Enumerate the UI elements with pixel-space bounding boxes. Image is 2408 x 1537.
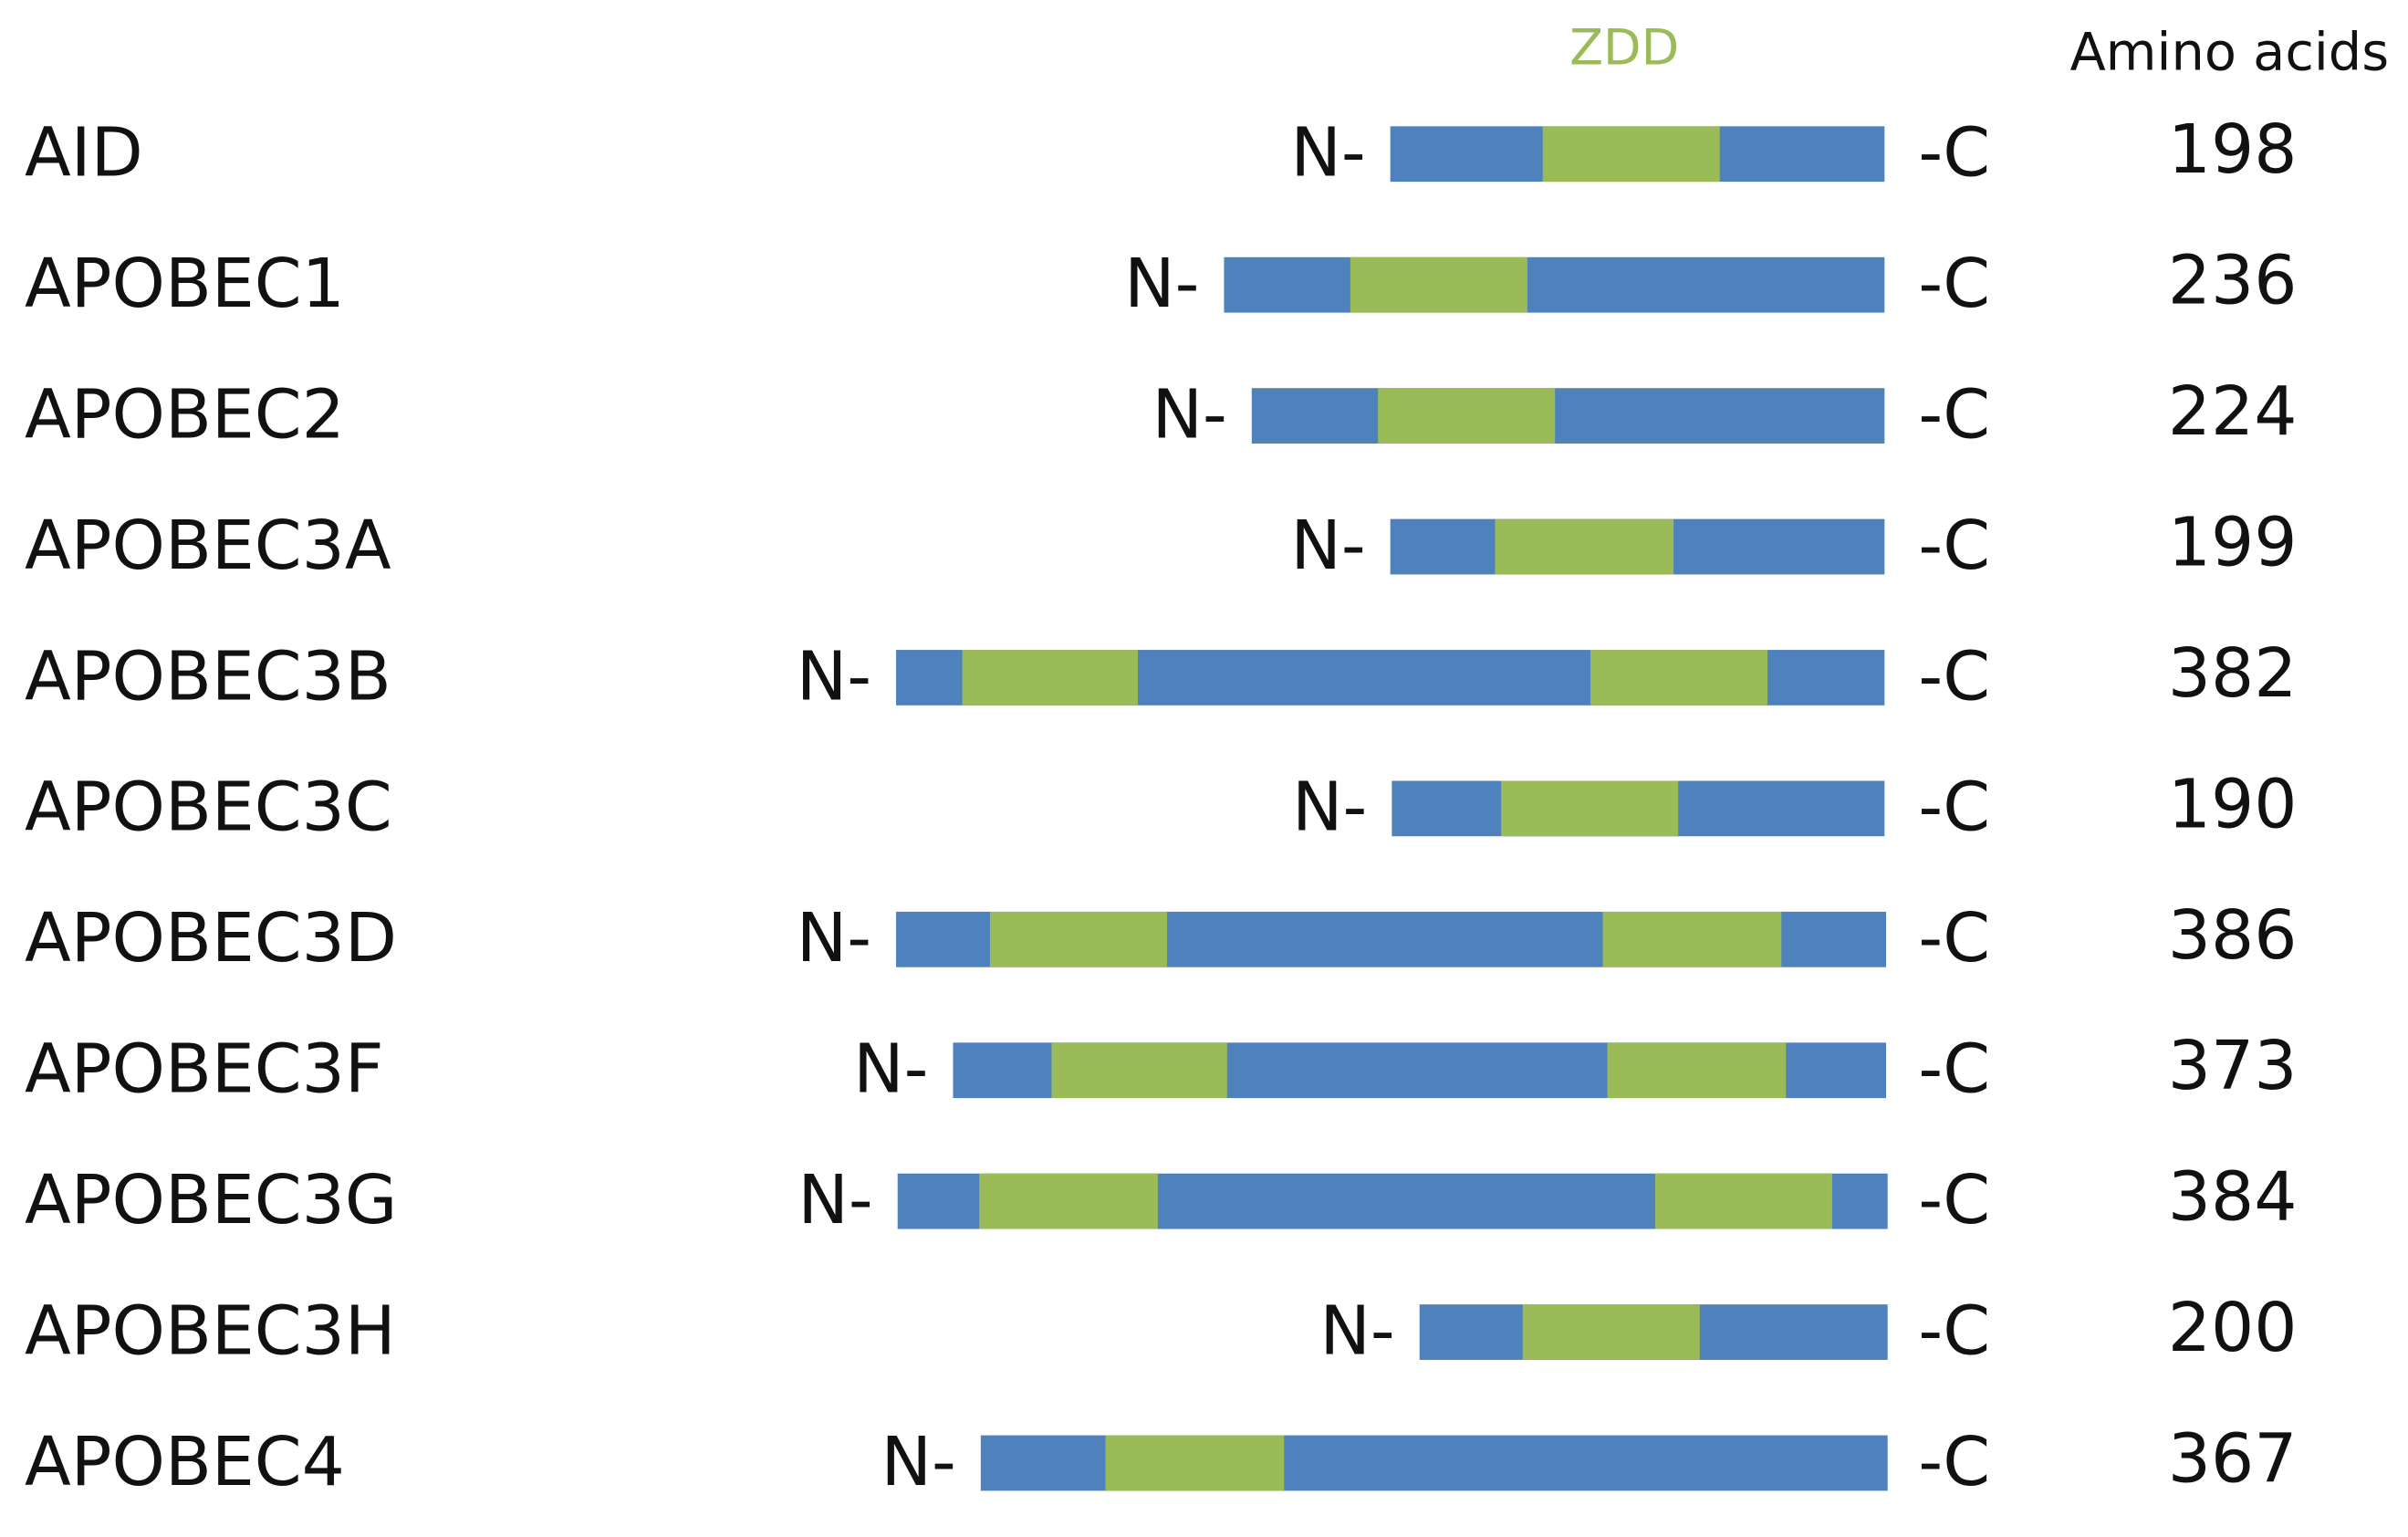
c-terminus: -C	[1918, 1160, 1990, 1239]
c-terminus: -C	[1918, 374, 1990, 454]
zdd-domain	[1654, 1173, 1832, 1229]
length-label: Amino acids	[2069, 21, 2389, 82]
n-terminus: N-	[797, 898, 871, 978]
zdd-domain	[1105, 1435, 1285, 1491]
zdd-domain	[989, 911, 1168, 967]
protein-name: APOBEC3B	[25, 636, 391, 716]
zdd-domain	[1378, 388, 1556, 444]
zdd-domain	[962, 650, 1138, 706]
amino-acid-count: 386	[2168, 895, 2298, 975]
n-terminus: N-	[1319, 1291, 1394, 1370]
n-terminus: N-	[853, 1030, 928, 1109]
c-terminus: -C	[1918, 1030, 1990, 1109]
protein-name: APOBEC3C	[25, 768, 392, 847]
c-terminus: -C	[1918, 244, 1990, 323]
c-terminus: -C	[1918, 1422, 1990, 1501]
amino-acid-count: 200	[2168, 1288, 2298, 1367]
protein-name: APOBEC1	[25, 244, 345, 323]
amino-acid-count: 190	[2168, 764, 2298, 843]
amino-acid-count: 373	[2168, 1026, 2298, 1105]
zdd-domain	[1501, 780, 1679, 837]
n-terminus: N-	[1290, 506, 1365, 585]
n-terminus: N-	[797, 636, 871, 716]
domain-label: ZDD	[1569, 18, 1679, 76]
amino-acid-count: 199	[2168, 503, 2298, 582]
amino-acid-count: 384	[2168, 1157, 2298, 1237]
amino-acid-count: 198	[2168, 110, 2298, 189]
c-terminus: -C	[1918, 506, 1990, 585]
n-terminus: N-	[881, 1422, 956, 1501]
n-terminus: N-	[1152, 374, 1226, 454]
protein-name: APOBEC2	[25, 374, 345, 454]
zdd-domain	[1542, 126, 1720, 183]
n-terminus: N-	[1292, 768, 1367, 847]
n-terminus: N-	[1124, 244, 1199, 323]
amino-acid-count: 367	[2168, 1418, 2298, 1498]
protein-name: APOBEC3F	[25, 1030, 384, 1109]
zdd-domain	[1495, 518, 1674, 575]
protein-name: AID	[25, 113, 143, 193]
amino-acid-count: 224	[2168, 371, 2298, 451]
protein-bar	[1251, 388, 1885, 444]
n-terminus: N-	[1290, 113, 1365, 193]
zdd-domain	[1607, 1042, 1787, 1099]
c-terminus: -C	[1918, 1291, 1990, 1370]
c-terminus: -C	[1918, 636, 1990, 716]
n-terminus: N-	[797, 1160, 872, 1239]
zdd-domain	[979, 1173, 1158, 1229]
protein-bar	[1224, 256, 1885, 313]
zdd-domain	[1522, 1304, 1700, 1360]
zdd-domain	[1350, 256, 1527, 313]
c-terminus: -C	[1918, 768, 1990, 847]
zdd-domain	[1590, 650, 1768, 706]
zdd-domain	[1051, 1042, 1227, 1099]
protein-name: APOBEC3G	[25, 1160, 397, 1239]
c-terminus: -C	[1918, 898, 1990, 978]
c-terminus: -C	[1918, 113, 1990, 193]
zdd-domain	[1602, 911, 1782, 967]
protein-name: APOBEC3D	[25, 898, 397, 978]
amino-acid-count: 382	[2168, 633, 2298, 713]
protein-name: APOBEC3H	[25, 1291, 396, 1370]
protein-name: APOBEC3A	[25, 506, 391, 585]
protein-name: APOBEC4	[25, 1422, 345, 1501]
amino-acid-count: 236	[2168, 241, 2298, 320]
